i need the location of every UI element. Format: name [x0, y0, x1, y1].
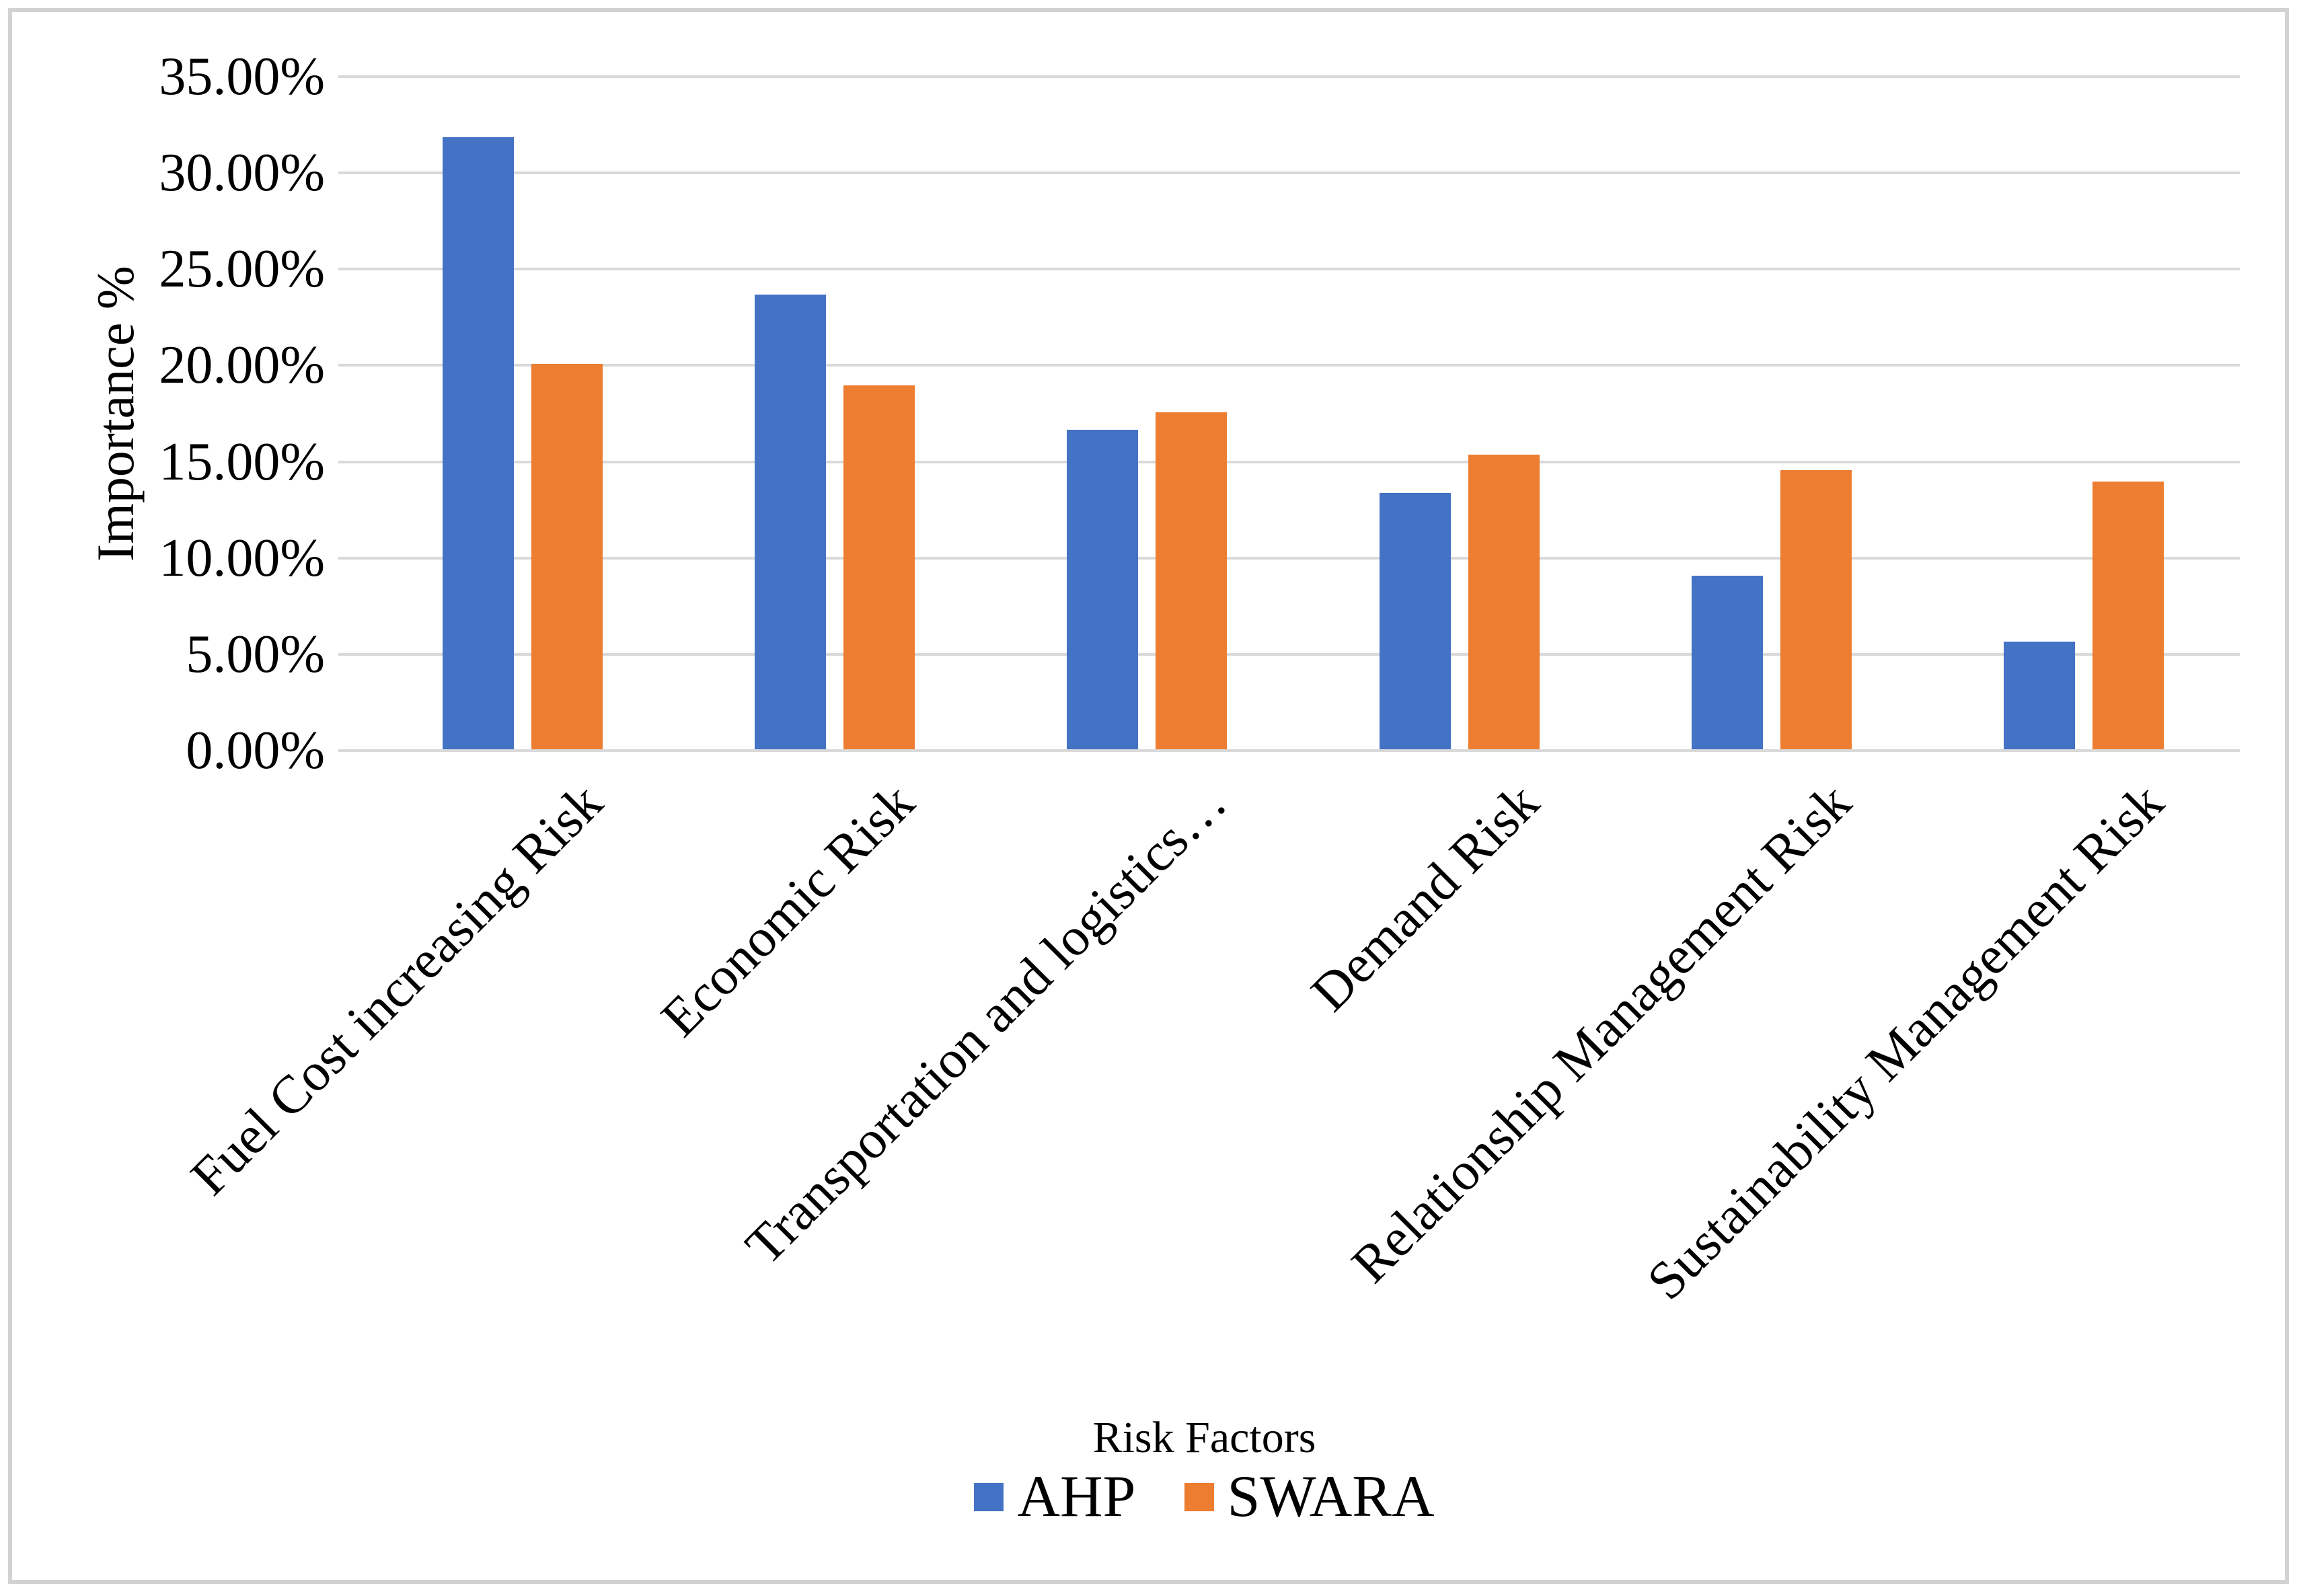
- gridline: [367, 460, 2240, 463]
- bar-ahp-4: [1691, 576, 1763, 749]
- gridline: [367, 556, 2240, 560]
- bar-ahp-3: [1379, 493, 1451, 749]
- legend-item-ahp: AHP: [974, 1464, 1136, 1531]
- gridline: [367, 652, 2240, 656]
- legend-label-ahp: AHP: [1017, 1464, 1136, 1529]
- bar-swara-5: [2092, 482, 2164, 749]
- plot-area: [367, 75, 2240, 752]
- y-axis-tick-label: 25.00%: [159, 239, 325, 299]
- y-axis-tick: [338, 652, 367, 656]
- y-axis-title: Importance %: [86, 266, 145, 562]
- y-axis-tick: [338, 172, 367, 175]
- y-axis-tick-label: 30.00%: [159, 143, 325, 203]
- gridline: [367, 268, 2240, 271]
- bar-swara-0: [531, 364, 603, 749]
- bar-ahp-5: [2003, 641, 2075, 749]
- y-axis-tick-label: 10.00%: [159, 528, 325, 588]
- y-axis-tick: [338, 460, 367, 463]
- y-axis-tick: [338, 364, 367, 367]
- y-axis-tick-label: 35.00%: [159, 47, 325, 106]
- y-axis-tick-label: 0.00%: [186, 721, 325, 780]
- y-axis-tick: [338, 268, 367, 271]
- legend: AHP SWARA: [0, 1458, 2301, 1536]
- bar-swara-4: [1780, 469, 1852, 749]
- gridline: [367, 364, 2240, 367]
- legend-item-swara: SWARA: [1184, 1464, 1435, 1531]
- bar-swara-2: [1156, 412, 1228, 749]
- y-axis-tick: [338, 556, 367, 560]
- legend-title-text: Risk Factors: [1092, 1413, 1316, 1462]
- gridline: [367, 749, 2240, 752]
- bar-swara-3: [1468, 454, 1540, 749]
- gridline: [367, 172, 2240, 175]
- y-axis-tick-label: 15.00%: [159, 432, 325, 492]
- legend-marker-ahp: [974, 1483, 1004, 1511]
- legend-marker-swara: [1184, 1483, 1214, 1511]
- bar-swara-1: [843, 385, 915, 749]
- legend-title: Risk Factors: [0, 1412, 2301, 1464]
- y-axis-tick-label: 20.00%: [159, 336, 325, 395]
- gridline: [367, 75, 2240, 78]
- y-axis-tick-label: 5.00%: [186, 624, 325, 684]
- legend-label-swara: SWARA: [1227, 1464, 1435, 1529]
- chart-frame-border: [8, 8, 2289, 1584]
- bar-ahp-0: [443, 137, 515, 749]
- bar-ahp-2: [1067, 429, 1139, 749]
- bar-ahp-1: [755, 295, 827, 749]
- y-axis-tick: [338, 75, 367, 78]
- y-axis-tick: [338, 749, 367, 752]
